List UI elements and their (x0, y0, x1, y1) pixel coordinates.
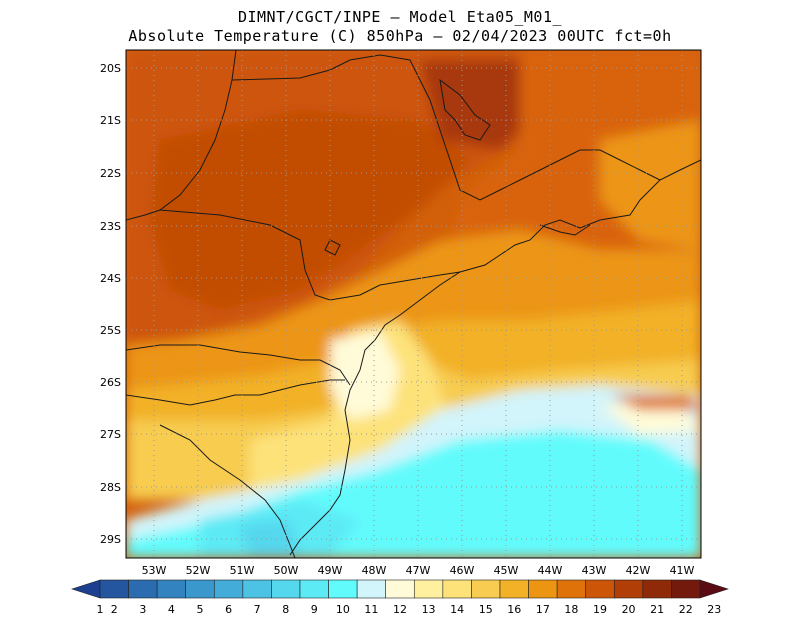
colorbar-label-3: 3 (139, 603, 146, 616)
colorbar-label-8: 8 (282, 603, 289, 616)
lon-label-44w: 44W (538, 564, 563, 577)
lon-label-51w: 51W (230, 564, 255, 577)
lat-label-22s: 22S (100, 167, 121, 180)
colorbar-swatch-8 (271, 579, 301, 599)
lon-label-49w: 49W (318, 564, 343, 577)
colorbar-label-12: 12 (393, 603, 407, 616)
colorbar-label-19: 19 (593, 603, 607, 616)
lat-label-28s: 28S (100, 481, 121, 494)
colorbar-swatch-15 (471, 579, 501, 599)
latitude-labels: 20S 21S 22S 23S 24S 25S 26S 27S 28S 29S (100, 62, 121, 546)
colorbar-swatch-3 (128, 579, 158, 599)
colorbar-swatch-22 (671, 579, 701, 599)
colorbar-label-21: 21 (650, 603, 664, 616)
temperature-colorbar: 1 2 3 4 5 6 7 8 9 10 11 12 13 14 15 16 17 18 19 20 21 22 23 (71, 579, 729, 616)
colorbar-swatch-7 (242, 579, 272, 599)
colorbar-swatch-12 (385, 579, 415, 599)
lon-label-52w: 52W (186, 564, 211, 577)
colorbar-swatch-9 (299, 579, 329, 599)
lon-label-48w: 48W (362, 564, 387, 577)
lon-label-46w: 46W (450, 564, 475, 577)
temperature-field (126, 50, 701, 558)
colorbar-label-10: 10 (336, 603, 350, 616)
colorbar-swatch-13 (413, 579, 444, 599)
colorbar-swatch-1 (71, 579, 101, 599)
map-title-line-2: Absolute Temperature (C) 850hPa – 02/04/… (128, 27, 672, 45)
lat-label-20s: 20S (100, 62, 121, 75)
colorbar-label-22: 22 (679, 603, 693, 616)
lon-label-47w: 47W (406, 564, 431, 577)
colorbar-swatch-2 (99, 579, 129, 599)
colorbar-label-17: 17 (536, 603, 550, 616)
lat-label-25s: 25S (100, 324, 121, 337)
colorbar-label-13: 13 (422, 603, 436, 616)
colorbar-label-11: 11 (364, 603, 378, 616)
colorbar-label-14: 14 (450, 603, 464, 616)
colorbar-swatch-10 (328, 579, 358, 599)
colorbar-swatch-20 (613, 579, 644, 599)
colorbar-label-16: 16 (507, 603, 521, 616)
colorbar-label-9: 9 (311, 603, 318, 616)
lon-label-41w: 41W (670, 564, 695, 577)
lat-label-21s: 21S (100, 114, 121, 127)
colorbar-swatch-5 (185, 579, 215, 599)
lat-label-24s: 24S (100, 272, 121, 285)
colorbar-label-7: 7 (254, 603, 261, 616)
colorbar-swatch-4 (156, 579, 187, 599)
colorbar-label-2: 2 (111, 603, 118, 616)
colorbar-label-1: 1 (97, 603, 104, 616)
lon-label-43w: 43W (582, 564, 607, 577)
colorbar-label-6: 6 (225, 603, 232, 616)
lon-label-45w: 45W (494, 564, 519, 577)
lat-label-23s: 23S (100, 220, 121, 233)
coastline-and-borders (126, 50, 701, 558)
colorbar-swatch-18 (556, 579, 587, 599)
colorbar-swatch-23 (699, 579, 729, 599)
colorbar-swatch-17 (528, 579, 558, 599)
colorbar-swatch-21 (642, 579, 672, 599)
lat-label-29s: 29S (100, 533, 121, 546)
colorbar-swatch-6 (213, 579, 244, 599)
colorbar-swatch-11 (356, 579, 387, 599)
colorbar-label-23: 23 (707, 603, 721, 616)
lat-label-27s: 27S (100, 428, 121, 441)
lon-label-50w: 50W (274, 564, 299, 577)
longitude-labels: 53W 52W 51W 50W 49W 48W 47W 46W 45W 44W … (142, 564, 695, 577)
map-grid (126, 50, 701, 558)
colorbar-label-15: 15 (479, 603, 493, 616)
lat-label-26s: 26S (100, 376, 121, 389)
colorbar-label-4: 4 (168, 603, 175, 616)
colorbar-swatch-16 (499, 579, 529, 599)
colorbar-label-5: 5 (197, 603, 204, 616)
lon-label-42w: 42W (626, 564, 651, 577)
colorbar-label-18: 18 (564, 603, 578, 616)
colorbar-label-20: 20 (622, 603, 636, 616)
colorbar-swatch-14 (442, 579, 472, 599)
map-frame (125, 49, 702, 559)
lon-label-53w: 53W (142, 564, 167, 577)
colorbar-swatch-19 (585, 579, 615, 599)
map-title-line-1: DIMNT/CGCT/INPE – Model Eta05_M01_ (237, 8, 563, 26)
